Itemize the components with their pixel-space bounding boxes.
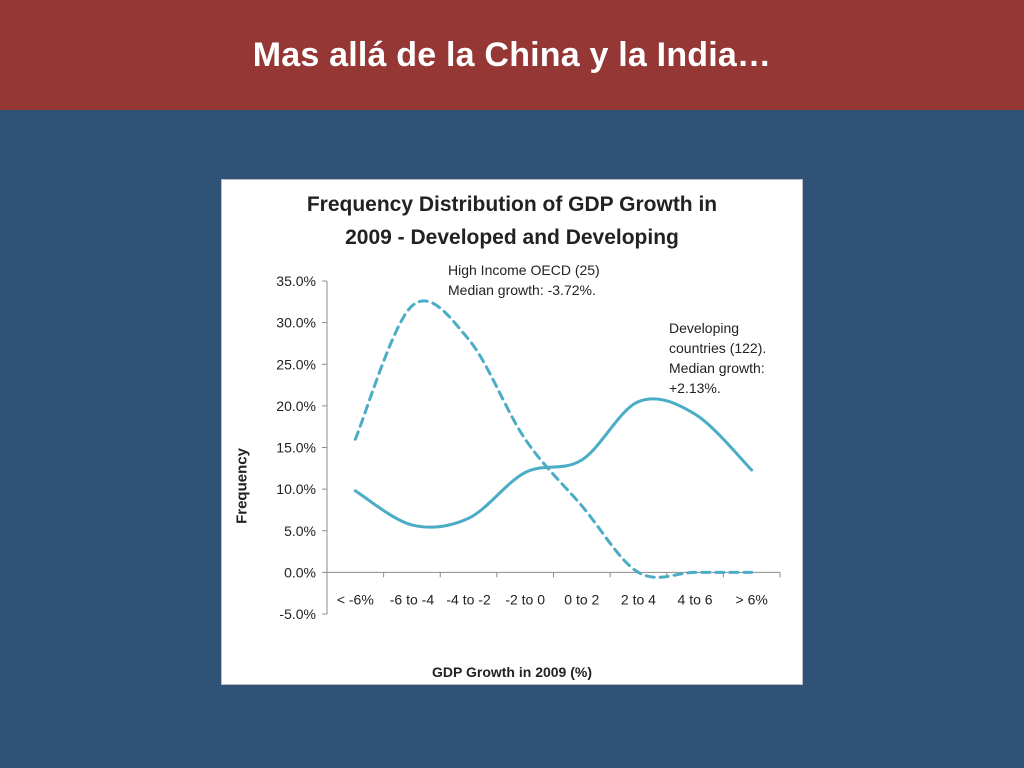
y-tick-label: 15.0% (276, 440, 316, 456)
oecd-annotation: High Income OECD (25) Median growth: -3.… (448, 262, 600, 298)
x-tick-label: -4 to -2 (446, 591, 491, 607)
y-tick-label: 35.0% (276, 273, 316, 289)
x-tick-label: 0 to 2 (564, 591, 599, 607)
y-tick-label: 30.0% (276, 315, 316, 331)
x-tick-label: > 6% (736, 591, 768, 607)
y-axis-label: Frequency (233, 448, 251, 524)
y-tick-label: 20.0% (276, 398, 316, 414)
x-tick-label: < -6% (337, 591, 374, 607)
title-bar: Mas allá de la China y la India… (0, 0, 1024, 110)
chart-box: 35.0% 30.0% 25.0% 20.0% 15.0% 10.0% 5.0% 0.0% -5… (221, 179, 803, 685)
chart-title: Frequency Distribution of GDP Growth in … (306, 193, 718, 249)
x-tick-label: 4 to 6 (678, 591, 713, 607)
x-tick-label: 2 to 4 (621, 591, 656, 607)
x-tick-label: -6 to -4 (390, 591, 435, 607)
series-line-oecd (353, 299, 754, 579)
x-axis-label: GDP Growth in 2009 (%) (432, 664, 592, 680)
developing-annotation: Developing countries (122). Median growt… (669, 320, 767, 396)
y-tick-label: 0.0% (284, 564, 316, 580)
slide-title: Mas allá de la China y la India… (252, 35, 772, 74)
y-tick-label: 25.0% (276, 356, 316, 372)
y-tick-label: 5.0% (284, 523, 316, 539)
x-tick-label: -2 to 0 (505, 591, 545, 607)
series-line-developing (353, 397, 754, 529)
y-tick-label: 10.0% (276, 481, 316, 497)
y-tick-label: -5.0% (279, 606, 316, 622)
chart-plot: 35.0% 30.0% 25.0% 20.0% 15.0% 10.0% 5.0% 0.0% -5… (276, 273, 781, 622)
